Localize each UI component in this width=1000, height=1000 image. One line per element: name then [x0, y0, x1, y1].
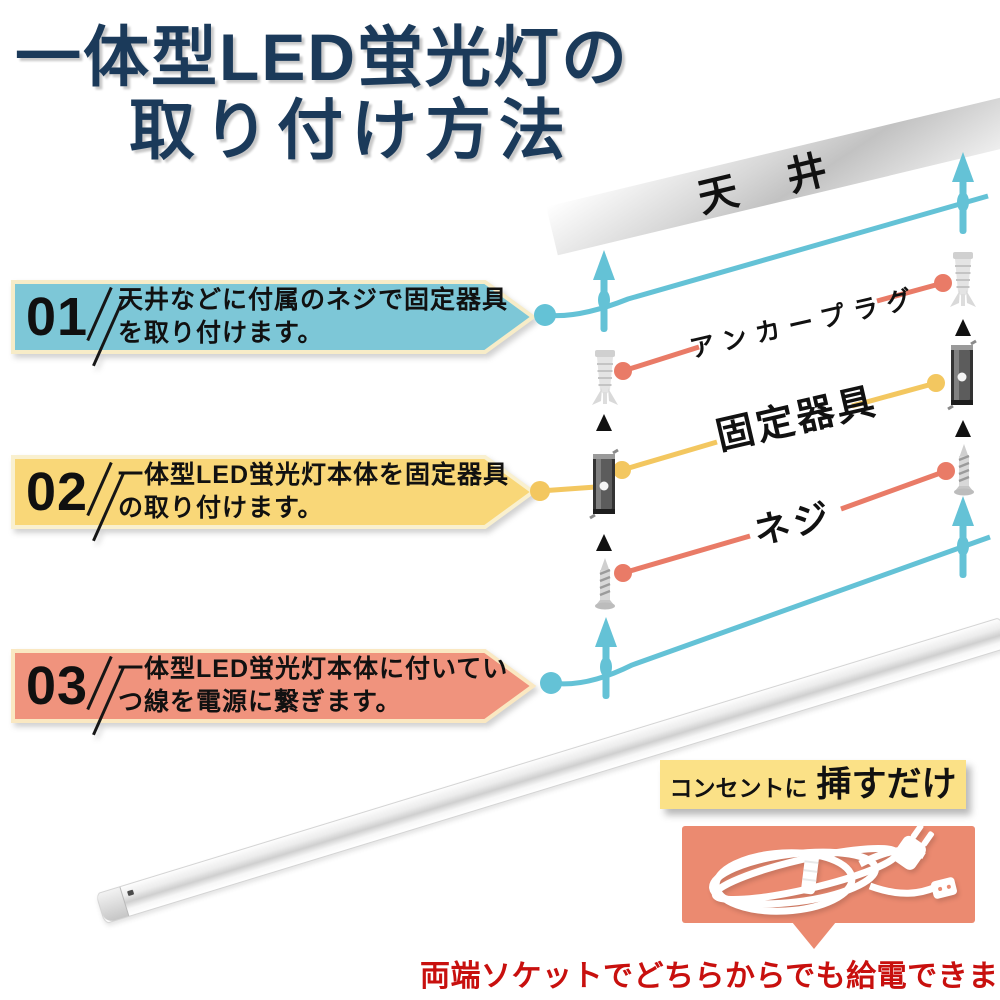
screw-icon [593, 556, 617, 611]
step1-connector-dot [534, 304, 556, 326]
power-cord-image [709, 823, 957, 915]
step2-line2: の取り付けます。 [118, 494, 324, 522]
leader-dot [927, 374, 945, 392]
leader-dot [614, 362, 632, 380]
screw-icon [952, 442, 976, 497]
callout-tail [792, 922, 836, 949]
step-text-3: 一体型LED蛍光灯本体に付いてい つ線を電源に繋ぎます。 [118, 653, 508, 719]
step3-line2: つ線を電源に繋ぎます。 [118, 688, 402, 716]
step1-line1: 天井などに付属のネジで固定器具 [118, 286, 509, 314]
step-number-2: 02 [26, 462, 89, 522]
step1-line2: を取り付けます。 [118, 319, 324, 347]
anchor-plug-icon [591, 349, 619, 406]
step-banner-3: 03 一体型LED蛍光灯本体に付いてい つ線を電源に繋ぎます。 [10, 648, 555, 736]
anchor-leader-left [622, 344, 700, 374]
title-line1: 一体型LED蛍光灯の [15, 20, 629, 94]
step2-connector-dot [530, 481, 550, 501]
fixture-leader-left [621, 439, 718, 473]
up-arrow-icon [593, 250, 615, 332]
step-number-3: 03 [26, 656, 89, 716]
footer-note: 両端ソケットでどちらからでも給電できます。 [420, 960, 1000, 993]
page-title: 一体型LED蛍光灯の 取り付け方法 [15, 20, 687, 168]
chevron-shape-3 [11, 649, 537, 723]
up-triangle-icon [596, 414, 612, 431]
callout-emphasis: 挿すだけ [816, 765, 957, 804]
step-banner-1: 01 天井などに付属のネジで固定器具 を取り付けます。 [10, 279, 555, 367]
title-line2: 取り付け方法 [129, 93, 573, 168]
cord-tie [801, 851, 820, 895]
fixture-clip-icon [946, 339, 978, 411]
callout-prefix: コンセントに [669, 775, 808, 801]
fixture-clip-icon [588, 448, 620, 520]
up-triangle-icon [596, 534, 612, 551]
leader-dot [937, 462, 955, 480]
plug-callout: コンセントに 挿すだけ [660, 760, 966, 809]
anchor-leader-right [876, 280, 944, 304]
chevron-shape-1 [11, 280, 537, 354]
leader-dot [613, 461, 631, 479]
step3-connector-dot [540, 672, 562, 694]
step-text-2: 一体型LED蛍光灯本体を固定器具 の取り付けます。 [118, 459, 509, 525]
step2-line1: 一体型LED蛍光灯本体を固定器具 [118, 461, 510, 489]
step1-connector-line [544, 193, 989, 319]
step-number-1: 01 [26, 287, 89, 347]
step3-connector-line [550, 534, 991, 687]
connector-icon [931, 877, 957, 899]
screw-leader-right [840, 468, 947, 512]
up-triangle-icon [955, 420, 971, 437]
power-cord-box [682, 823, 975, 949]
anchor-plug-icon [949, 251, 977, 308]
up-arrow-icon [595, 617, 617, 699]
step-text-1: 天井などに付属のネジで固定器具 を取り付けます。 [118, 284, 508, 350]
step3-line1: 一体型LED蛍光灯本体に付いてい [118, 655, 509, 683]
leader-dot [614, 564, 632, 582]
screw-leader-left [622, 533, 751, 576]
chevron-shape-2 [11, 455, 537, 529]
fixture-leader-right [851, 380, 937, 409]
step-banner-2: 02 一体型LED蛍光灯本体を固定器具 の取り付けます。 [10, 454, 555, 542]
up-arrow-icon [952, 496, 974, 578]
leader-dot [934, 274, 952, 292]
plug-icon [892, 823, 935, 870]
up-arrow-icon [952, 152, 974, 234]
up-triangle-icon [955, 319, 971, 336]
